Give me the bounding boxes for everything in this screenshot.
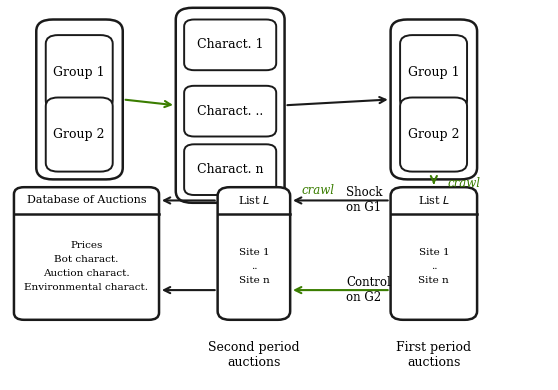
Text: Charact. 1: Charact. 1 [197, 38, 263, 51]
FancyBboxPatch shape [176, 8, 285, 203]
FancyBboxPatch shape [184, 20, 276, 70]
Text: Group 1: Group 1 [408, 66, 459, 79]
Text: List $L$: List $L$ [238, 195, 270, 206]
Text: Second period
auctions: Second period auctions [208, 341, 300, 369]
Text: Control
on G2: Control on G2 [346, 276, 391, 304]
FancyBboxPatch shape [184, 144, 276, 195]
Text: List $L$: List $L$ [418, 195, 450, 206]
FancyBboxPatch shape [46, 35, 113, 109]
Text: crawl: crawl [448, 177, 481, 190]
FancyBboxPatch shape [400, 35, 467, 109]
Text: Group 1: Group 1 [54, 66, 105, 79]
Text: Group 2: Group 2 [54, 128, 105, 141]
Text: Site 1
..
Site n: Site 1 .. Site n [238, 248, 270, 285]
Text: Prices
Bot charact.
Auction charact.
Environmental charact.: Prices Bot charact. Auction charact. Env… [25, 241, 148, 292]
Text: Group 2: Group 2 [408, 128, 459, 141]
FancyBboxPatch shape [391, 20, 477, 179]
Text: crawl: crawl [302, 184, 335, 197]
FancyBboxPatch shape [14, 187, 159, 320]
Text: Shock
on G1: Shock on G1 [346, 186, 382, 214]
FancyBboxPatch shape [46, 98, 113, 172]
Text: First period
auctions: First period auctions [396, 341, 472, 369]
FancyBboxPatch shape [400, 98, 467, 172]
Text: Site 1
..
Site n: Site 1 .. Site n [418, 248, 449, 285]
Text: Database of Auctions: Database of Auctions [27, 195, 146, 206]
FancyBboxPatch shape [184, 86, 276, 136]
FancyBboxPatch shape [391, 187, 477, 320]
Text: Charact. n: Charact. n [197, 163, 263, 176]
FancyBboxPatch shape [36, 20, 123, 179]
Text: Charact. ..: Charact. .. [197, 105, 263, 118]
FancyBboxPatch shape [218, 187, 290, 320]
